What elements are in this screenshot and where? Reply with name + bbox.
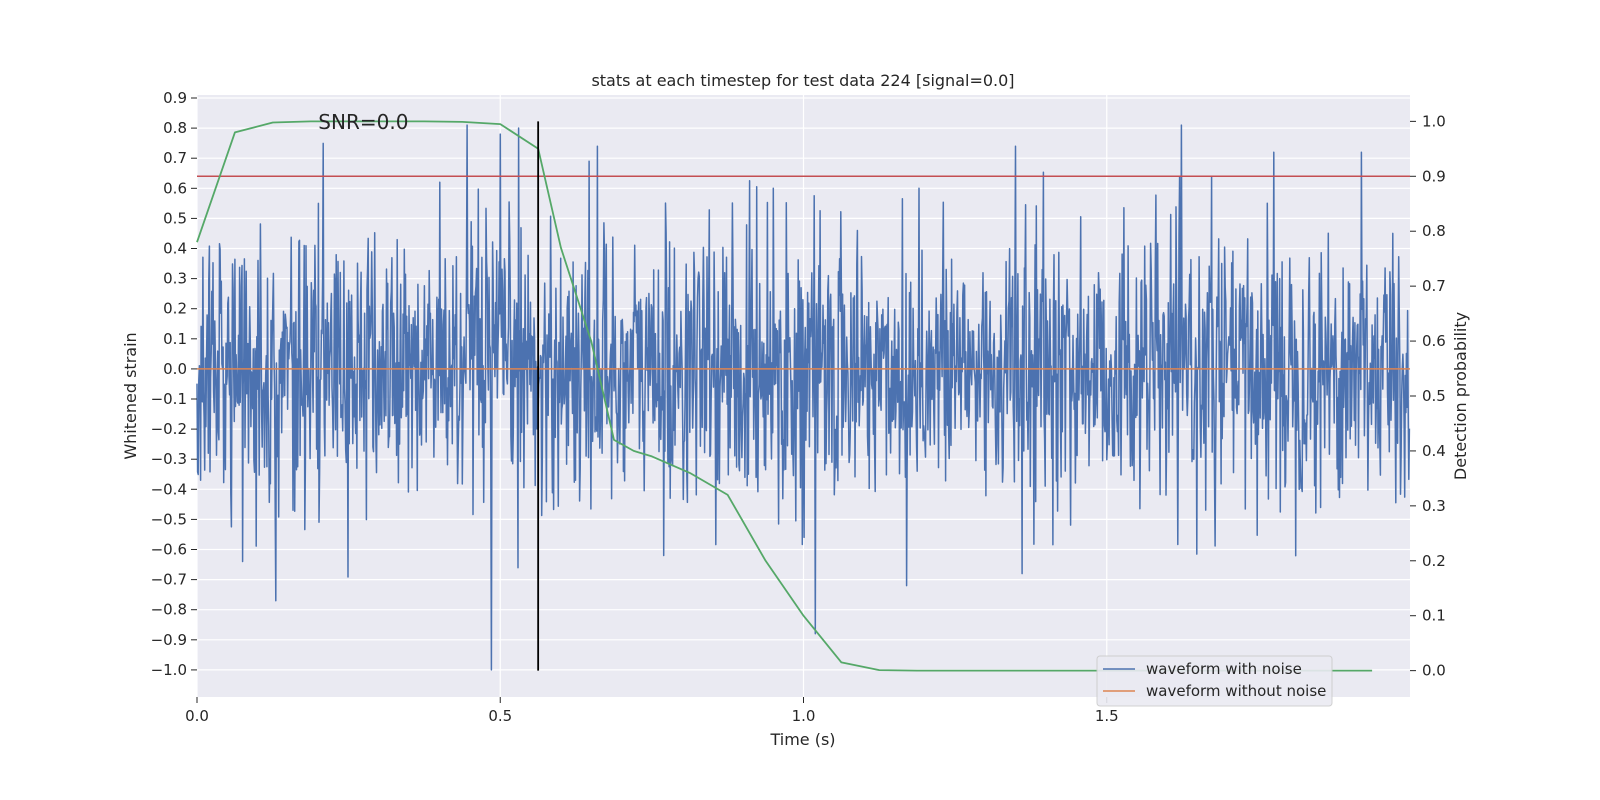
y-tick-label: 0.1 bbox=[163, 330, 187, 348]
y-tick-label: −0.5 bbox=[151, 510, 187, 528]
y-tick-label: 0.0 bbox=[163, 360, 187, 378]
y-tick-label: 0.8 bbox=[163, 119, 187, 137]
y-tick-label: −0.1 bbox=[151, 390, 187, 408]
x-tick-label: 0.0 bbox=[185, 707, 209, 725]
y-tick-label: −0.9 bbox=[151, 631, 187, 649]
y-axis-label: Whitened strain bbox=[121, 332, 140, 459]
y-tick-label: 0.7 bbox=[163, 149, 187, 167]
y-tick-label: −0.8 bbox=[151, 601, 187, 619]
y-tick-label: −0.3 bbox=[151, 450, 187, 468]
right-axis-ticks: 0.0 0.1 0.2 0.3 0.4 0.5 0.6 0.7 0.8 0.9 1.0 bbox=[1410, 112, 1446, 680]
x-tick-label: 1.0 bbox=[792, 707, 816, 725]
series-waveform-with-noise bbox=[196, 124, 1411, 671]
y-tick-label: −0.6 bbox=[151, 541, 187, 559]
y-tick-label: 0.9 bbox=[163, 89, 187, 107]
y2-tick-label: 0.3 bbox=[1422, 497, 1446, 515]
snr-annotation: SNR=0.0 bbox=[318, 110, 408, 134]
series-detection-probability bbox=[196, 120, 1373, 672]
y2-tick-label: 0.5 bbox=[1422, 387, 1446, 405]
y2-tick-label: 0.6 bbox=[1422, 332, 1446, 350]
y-tick-label: −0.7 bbox=[151, 571, 187, 589]
y-tick-label: 0.6 bbox=[163, 179, 187, 197]
y-tick-label: 0.5 bbox=[163, 209, 187, 227]
y-tick-label: −0.2 bbox=[151, 420, 187, 438]
y-tick-label: 0.4 bbox=[163, 240, 187, 258]
legend: waveform with noise waveform without noi… bbox=[1096, 655, 1333, 707]
x-tick-label: 0.5 bbox=[488, 707, 512, 725]
x-tick-label: 1.5 bbox=[1095, 707, 1119, 725]
y2-tick-label: 1.0 bbox=[1422, 112, 1446, 130]
chart-title: stats at each timestep for test data 224… bbox=[591, 71, 1014, 90]
y2-tick-label: 0.7 bbox=[1422, 277, 1446, 295]
y-tick-label: 0.3 bbox=[163, 270, 187, 288]
x-axis-label: Time (s) bbox=[769, 730, 835, 749]
legend-box bbox=[1096, 655, 1333, 707]
y-tick-label: 0.2 bbox=[163, 300, 187, 318]
y2-tick-label: 0.2 bbox=[1422, 552, 1446, 570]
y2-tick-label: 0.1 bbox=[1422, 607, 1446, 625]
y2-axis-label: Detection probability bbox=[1451, 312, 1470, 480]
y2-tick-label: 0.9 bbox=[1422, 167, 1446, 185]
y2-tick-label: 0.4 bbox=[1422, 442, 1446, 460]
y-tick-label: −1.0 bbox=[151, 661, 187, 679]
left-axis-ticks: −1.0 −0.9 −0.8 −0.7 −0.6 −0.5 −0.4 −0.3 −0.2 −0.1… bbox=[151, 89, 197, 679]
bottom-axis-ticks: 0.0 0.5 1.0 1.5 bbox=[185, 697, 1119, 725]
series-layer bbox=[196, 120, 1411, 672]
legend-label-noise: waveform with noise bbox=[1146, 660, 1302, 678]
y2-tick-label: 0.0 bbox=[1422, 662, 1446, 680]
legend-label-clean: waveform without noise bbox=[1146, 682, 1326, 700]
y2-tick-label: 0.8 bbox=[1422, 222, 1446, 240]
y-tick-label: −0.4 bbox=[151, 480, 187, 498]
